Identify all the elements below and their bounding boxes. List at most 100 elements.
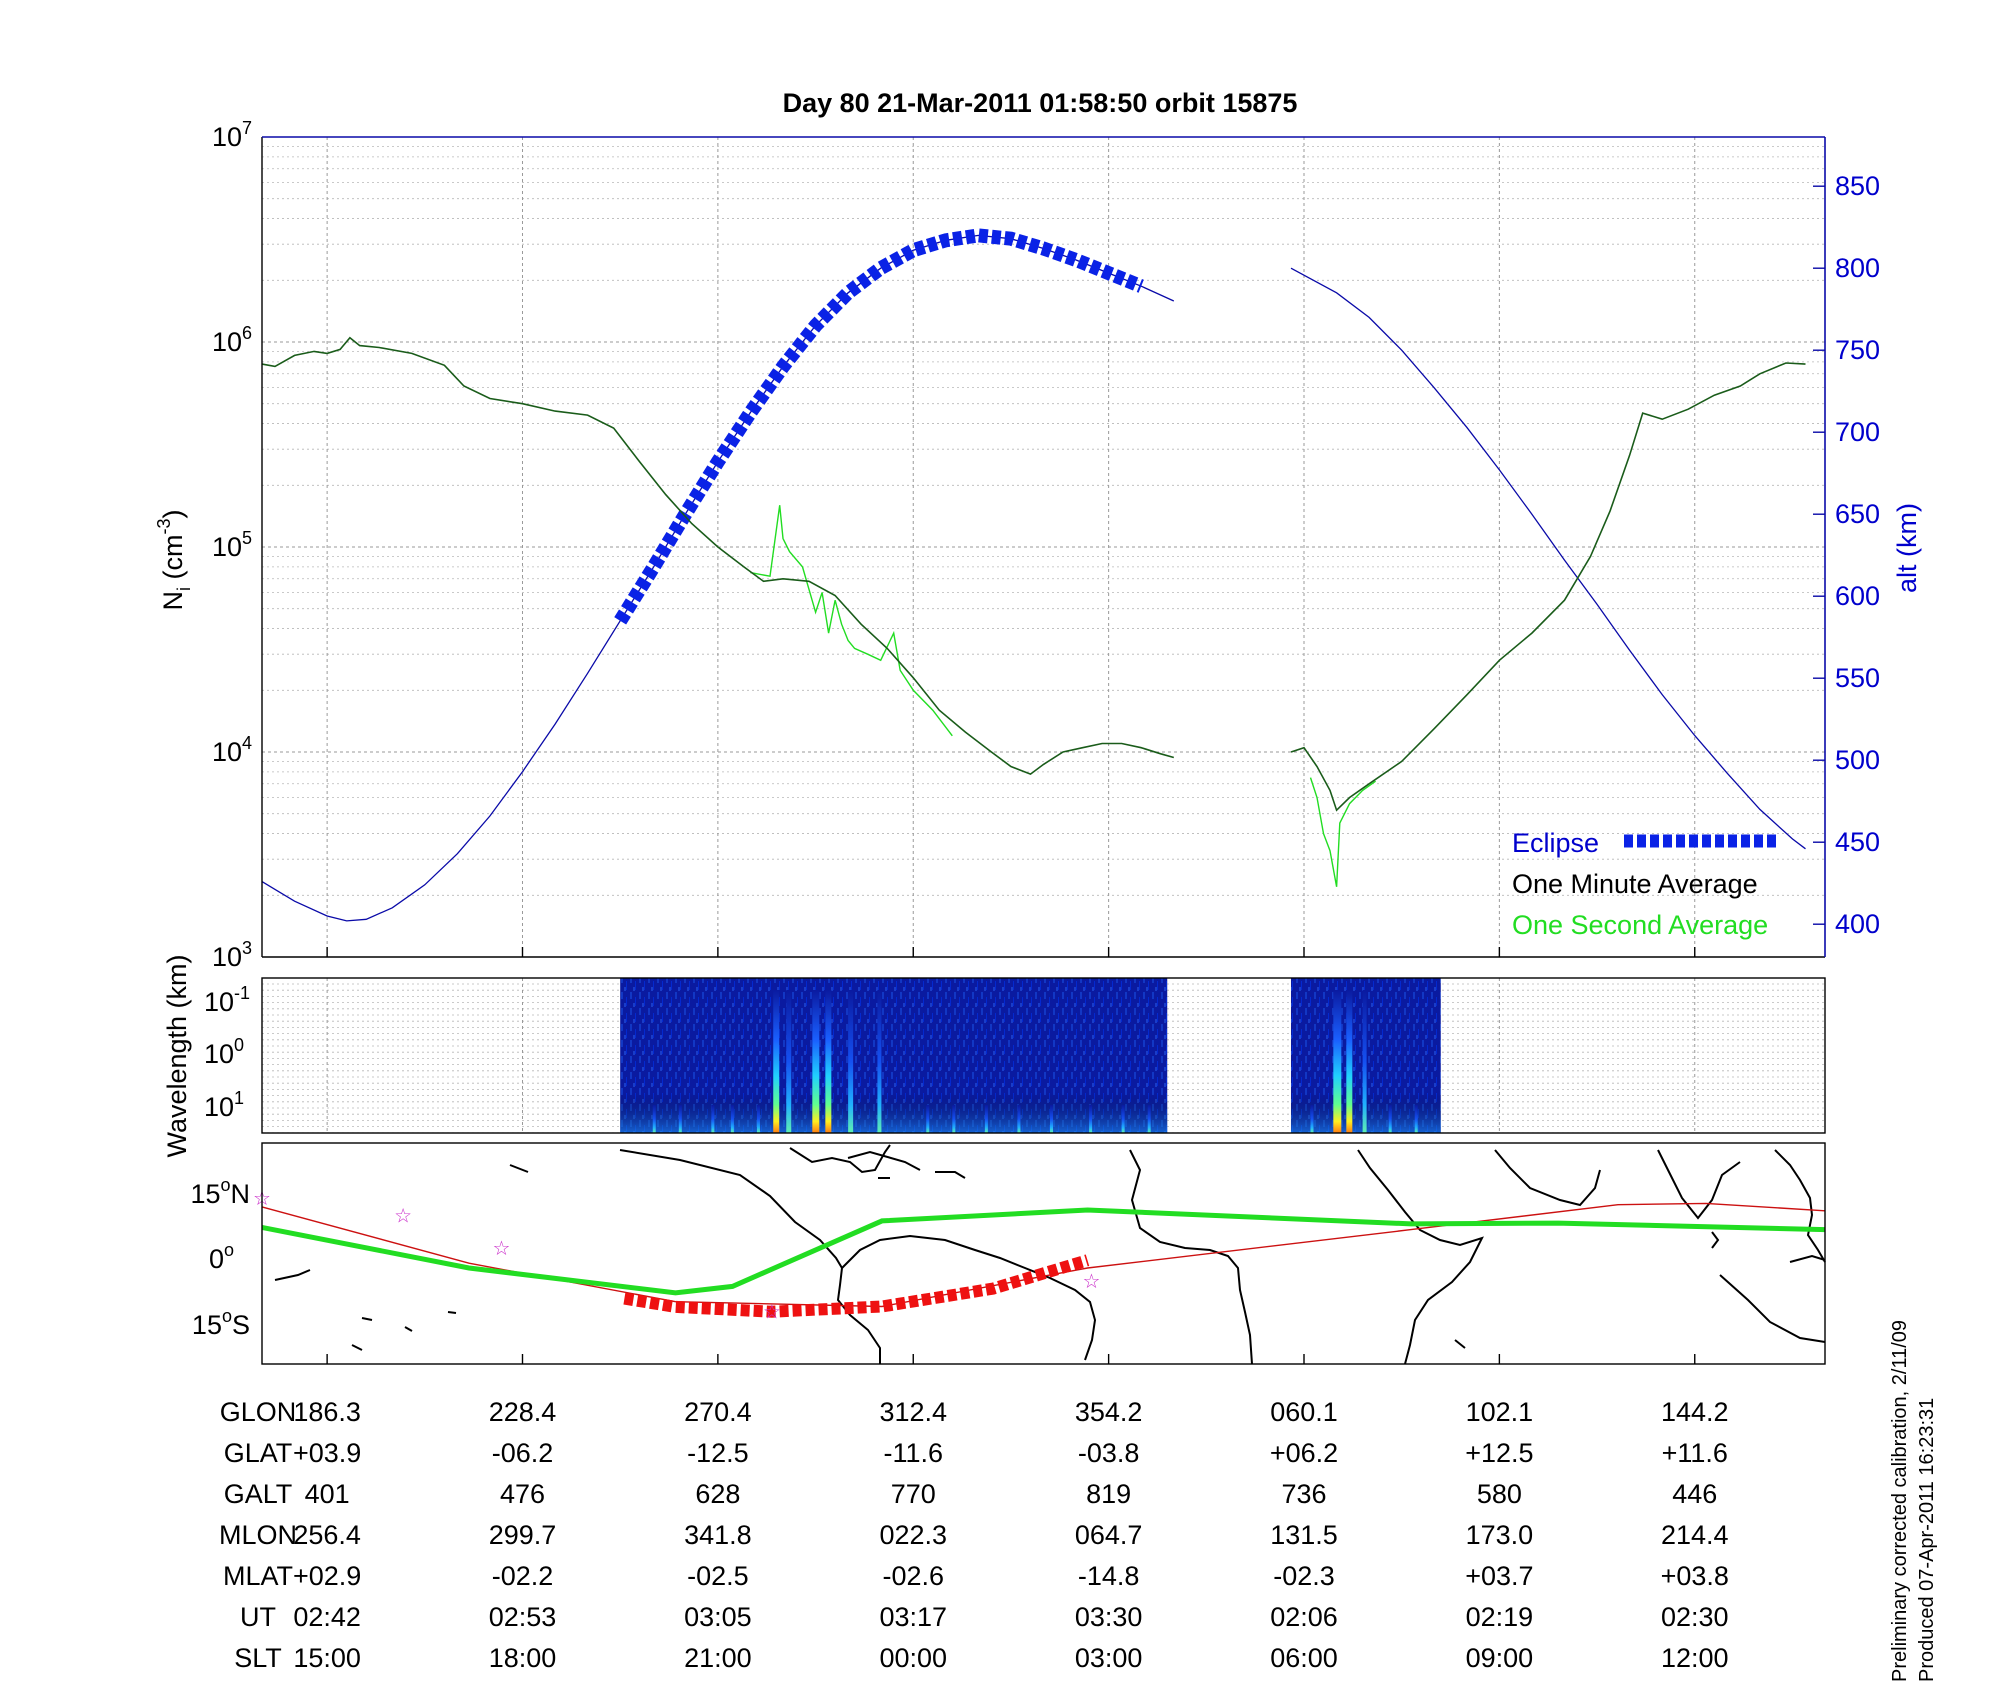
- spectrogram-streak: [1362, 990, 1367, 1133]
- coast-islet-c: [447, 1311, 457, 1314]
- table-cell: 02:30: [1661, 1602, 1729, 1632]
- alt-tick-label: 700: [1835, 417, 1880, 447]
- ion-minute-line: [261, 336, 1175, 776]
- legend-eclipse-label: Eclipse: [1512, 828, 1599, 858]
- spectrogram-streak: [812, 990, 820, 1133]
- table-cell: 022.3: [879, 1520, 947, 1550]
- spectrogram-image: [620, 978, 1441, 1133]
- spectrogram-low-streak: [730, 1105, 734, 1133]
- panel1-alt-ticks: 400 450 500 550 600 650 700 750 800 850: [1813, 171, 1880, 939]
- table-cell: 02:42: [293, 1602, 361, 1632]
- coast-gulf: [789, 1144, 891, 1174]
- spectrogram-streak: [848, 990, 854, 1133]
- map-ytick-0: 0o: [209, 1240, 234, 1274]
- spectrogram-low-streak: [1388, 1105, 1392, 1133]
- spectrogram-streak: [1333, 990, 1342, 1133]
- star-marker: ☆: [763, 1299, 781, 1323]
- magnetic-track: [261, 1207, 1826, 1296]
- ytick-1e5: 105: [212, 528, 252, 562]
- coast-se-asia: [1774, 1149, 1826, 1263]
- star-marker: ☆: [394, 1203, 412, 1227]
- spectrogram-panel: 10-1 100 101 Wavelength (km): [162, 954, 1826, 1158]
- table-cell: 02:19: [1466, 1602, 1534, 1632]
- table-cell: 131.5: [1270, 1520, 1338, 1550]
- star-marker: ☆: [1082, 1269, 1100, 1293]
- table-cell: -02.3: [1273, 1561, 1335, 1591]
- alt-tick-label: 750: [1835, 335, 1880, 365]
- spectrogram-streak: [877, 990, 882, 1133]
- table-cell: +11.6: [1662, 1438, 1728, 1468]
- table-cell: +03.9: [293, 1438, 361, 1468]
- spectrogram-streak: [773, 990, 780, 1133]
- spectrogram-low-streak: [678, 1105, 682, 1133]
- spectrogram-low-streak: [926, 1105, 930, 1133]
- table-cell: +03.7: [1465, 1561, 1533, 1591]
- table-cell: 02:06: [1270, 1602, 1338, 1632]
- p2-ytick-1: 101: [204, 1088, 244, 1122]
- table-cell: 628: [695, 1479, 740, 1509]
- spectrogram-low-streak: [984, 1105, 988, 1133]
- plot-title: Day 80 21-Mar-2011 01:58:50 orbit 15875: [783, 88, 1298, 118]
- table-cell: 18:00: [489, 1643, 557, 1673]
- table-cell: 214.4: [1661, 1520, 1729, 1550]
- spectrogram-low-streak: [1310, 1105, 1314, 1133]
- table-cell: 736: [1281, 1479, 1326, 1509]
- table-cell: 15:00: [293, 1643, 361, 1673]
- coast-islet-f: [1454, 1339, 1466, 1349]
- table-row-label: SLT: [234, 1643, 282, 1673]
- coast-africa-east: [1357, 1149, 1484, 1365]
- table-cell: -11.6: [883, 1438, 943, 1468]
- spectrogram-low-band: [620, 1093, 1168, 1133]
- coast-arabia: [1494, 1149, 1601, 1207]
- coast-africa-west: [1129, 1149, 1253, 1365]
- legend-minute-label: One Minute Average: [1512, 869, 1758, 899]
- produced-note: Produced 07-Apr-2011 16:23:31: [1916, 1398, 1938, 1682]
- table-cell: -02.2: [492, 1561, 554, 1591]
- panel1-grid: [262, 137, 1825, 958]
- spectrogram-streak: [786, 990, 792, 1133]
- table-cell: 228.4: [489, 1397, 557, 1427]
- table-cell: 03:30: [1075, 1602, 1143, 1632]
- panel1-legend: Eclipse One Minute Average One Second Av…: [1512, 828, 1778, 940]
- coast-islet-a: [361, 1317, 373, 1321]
- ion-minute-line: [1290, 362, 1806, 812]
- table-cell: +06.2: [1270, 1438, 1338, 1468]
- panel2-y-ticks: 10-1 100 101: [204, 983, 250, 1122]
- table-cell: 270.4: [684, 1397, 752, 1427]
- ytick-1e4: 104: [212, 733, 252, 767]
- ground-track-map-panel: ☆☆☆☆☆ 15oN 0o 15oS: [190, 1142, 1826, 1365]
- coast-islet-e: [509, 1164, 529, 1173]
- table-row-label: UT: [240, 1602, 276, 1632]
- legend-second-label: One Second Average: [1512, 910, 1768, 940]
- table-cell: 064.7: [1075, 1520, 1143, 1550]
- table-row-label: GLAT: [224, 1438, 293, 1468]
- alt-tick-label: 600: [1835, 581, 1880, 611]
- alt-tick-label: 850: [1835, 171, 1880, 201]
- map-ytick-15n: 15oN: [190, 1175, 250, 1209]
- table-cell: 09:00: [1466, 1643, 1534, 1673]
- ytick-1e7: 107: [212, 118, 252, 152]
- spectrogram-low-streak: [1089, 1105, 1093, 1133]
- panel2-frame: [261, 977, 1826, 1134]
- table-cell: 256.4: [293, 1520, 361, 1550]
- alt-tick-label: 650: [1835, 499, 1880, 529]
- table-cell: 00:00: [879, 1643, 947, 1673]
- coast-south-america: [836, 1234, 1097, 1364]
- spectrogram-low-streak: [1414, 1105, 1418, 1133]
- spectrogram-low-streak: [652, 1105, 656, 1133]
- table-cell: 02:53: [489, 1602, 557, 1632]
- spectrogram-low-streak: [1050, 1105, 1054, 1133]
- spectrogram-low-streak: [756, 1105, 760, 1133]
- table-cell: -03.8: [1078, 1438, 1140, 1468]
- alt-tick-label: 550: [1835, 663, 1880, 693]
- altitude-line: [261, 234, 1175, 922]
- coast-islet-d: [351, 1344, 363, 1351]
- panel3-grid: [326, 1354, 1696, 1364]
- alt-tick-label: 450: [1835, 827, 1880, 857]
- table-cell: -02.6: [882, 1561, 944, 1591]
- coast-sumatra: [1719, 1274, 1826, 1343]
- p2-ytick-0: 100: [204, 1035, 244, 1069]
- table-cell: 12:00: [1661, 1643, 1729, 1673]
- spectrogram-low-streak: [952, 1105, 956, 1133]
